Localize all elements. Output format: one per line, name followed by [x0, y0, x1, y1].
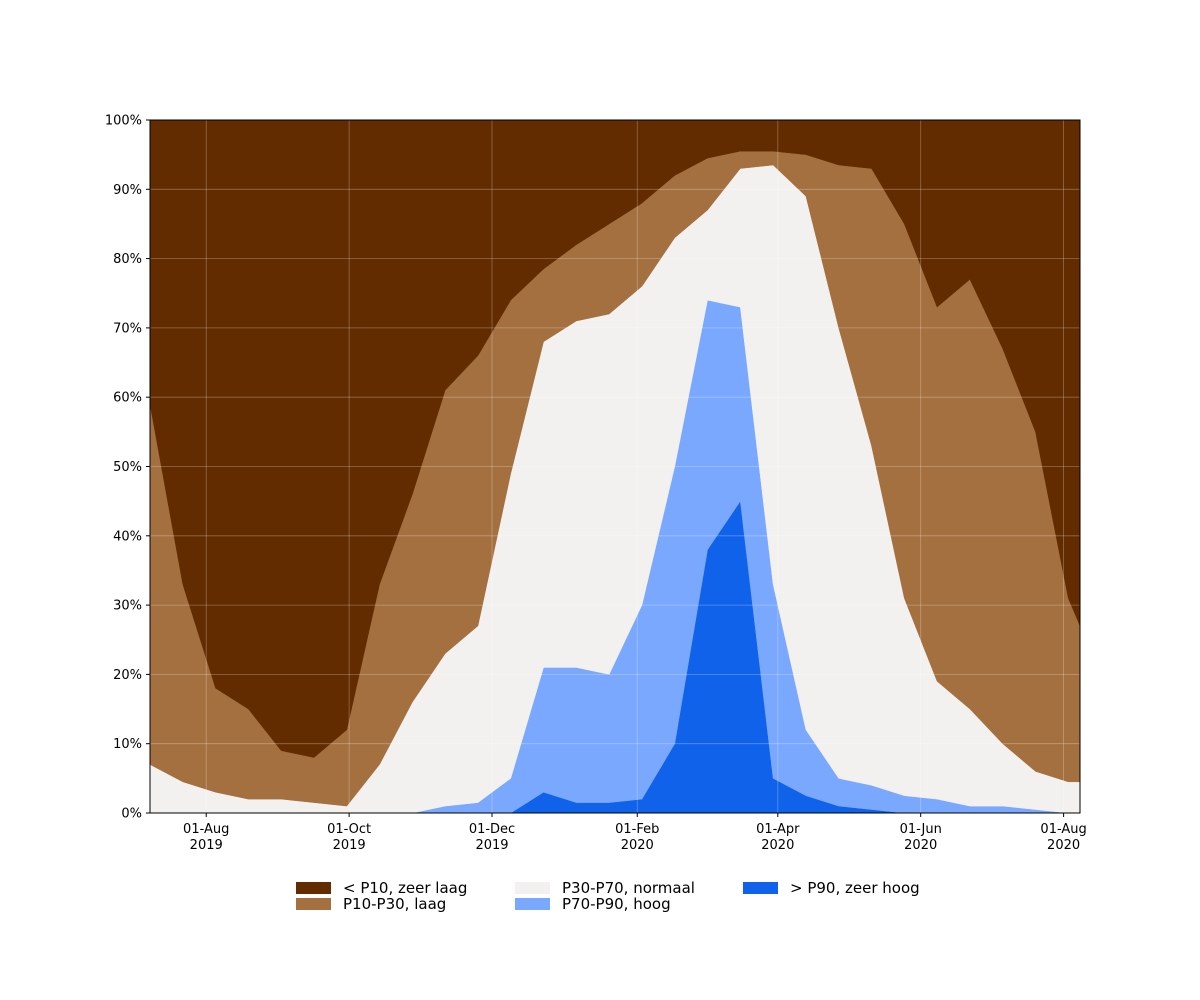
- y-tick-label: 30%: [113, 599, 142, 614]
- y-tick-label: 10%: [113, 737, 142, 752]
- legend-swatch: [515, 882, 550, 894]
- y-tick-label: 20%: [113, 668, 142, 683]
- legend-label: < P10, zeer laag: [343, 879, 467, 897]
- y-tick-label: 90%: [113, 183, 142, 198]
- legend-label: > P90, zeer hoog: [790, 879, 920, 897]
- x-tick-label: 01-Jun 2020: [900, 822, 942, 853]
- x-tick-label: 01-Aug 2019: [183, 822, 229, 853]
- y-tick-label: 70%: [113, 321, 142, 336]
- legend-swatch: [296, 882, 331, 894]
- y-tick-label: 50%: [113, 460, 142, 475]
- legend-swatch: [743, 882, 778, 894]
- y-tick-label: 100%: [105, 114, 142, 129]
- y-tick-label: 60%: [113, 391, 142, 406]
- y-tick-label: 80%: [113, 252, 142, 267]
- y-tick-label: 0%: [121, 807, 142, 822]
- x-tick-label: 01-Aug 2020: [1040, 822, 1086, 853]
- x-tick-label: 01-Feb 2020: [615, 822, 659, 853]
- legend-label: P10-P30, laag: [343, 895, 446, 913]
- legend-swatch: [515, 898, 550, 910]
- legend-swatch: [296, 898, 331, 910]
- x-tick-label: 01-Apr 2020: [756, 822, 800, 853]
- y-tick-label: 40%: [113, 529, 142, 544]
- legend-label: P30-P70, normaal: [562, 879, 695, 897]
- legend-label: P70-P90, hoog: [562, 895, 671, 913]
- x-tick-label: 01-Dec 2019: [469, 822, 515, 853]
- x-tick-label: 01-Oct 2019: [327, 822, 371, 853]
